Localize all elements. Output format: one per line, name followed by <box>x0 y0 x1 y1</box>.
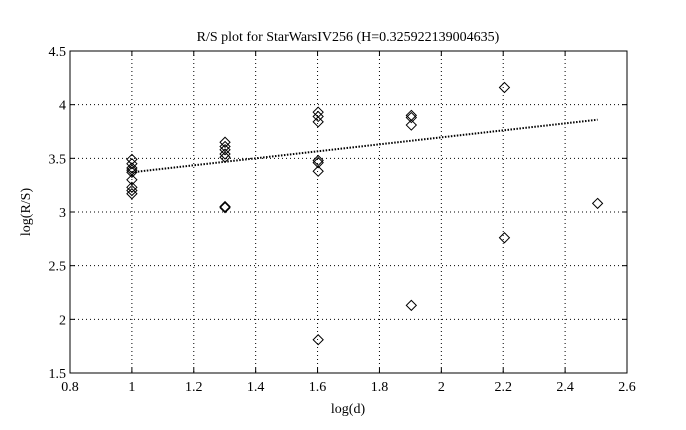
data-point <box>126 174 138 186</box>
data-point <box>219 200 231 213</box>
x-tick-label: 2 <box>438 380 445 395</box>
x-tick-label: 2.6 <box>618 380 636 395</box>
y-tick-label: 2.5 <box>49 260 67 275</box>
data-point <box>312 334 324 346</box>
x-axis-ticks: 0.8 1 1.2 1.4 1.6 1.8 2 2.2 2.4 2.6 <box>61 51 636 395</box>
data-point <box>219 148 231 160</box>
data-point <box>312 156 324 169</box>
data-point <box>312 110 324 123</box>
data-points <box>126 81 604 346</box>
data-point <box>219 144 231 156</box>
data-point <box>312 165 324 177</box>
x-tick-label: 1.2 <box>185 380 203 395</box>
x-axis-label: log(d) <box>331 402 366 417</box>
x-tick-label: 1.8 <box>371 380 389 395</box>
data-point <box>312 154 324 167</box>
x-tick-label: 0.8 <box>61 380 79 395</box>
y-axis-ticks: 1.5 2 2.5 3 3.5 4 4.5 <box>49 45 627 382</box>
y-axis-label: log(R/S) <box>19 188 34 237</box>
data-point <box>219 201 231 214</box>
y-tick-label: 3 <box>59 206 66 221</box>
y-tick-label: 1.5 <box>49 367 67 382</box>
data-point <box>126 181 138 194</box>
x-tick-label: 1.6 <box>309 380 327 395</box>
fit-line-group <box>131 118 598 174</box>
data-point <box>498 232 511 244</box>
x-tick-label: 2.4 <box>556 380 574 395</box>
data-point <box>591 197 604 210</box>
y-tick-label: 2 <box>59 313 66 328</box>
data-point <box>126 184 138 197</box>
x-tick-label: 1 <box>128 380 135 395</box>
data-point <box>312 116 324 128</box>
y-tick-label: 4 <box>59 99 66 114</box>
data-point <box>219 151 231 163</box>
y-tick-label: 3.5 <box>49 152 67 167</box>
x-tick-label: 2.2 <box>494 380 512 395</box>
grid-lines <box>70 51 627 373</box>
fit-line <box>131 118 598 174</box>
data-point <box>126 157 138 170</box>
y-tick-label: 4.5 <box>49 45 67 60</box>
data-point <box>126 153 138 166</box>
data-point <box>126 166 138 178</box>
data-point <box>126 162 138 174</box>
data-point <box>219 140 231 153</box>
data-point <box>405 111 418 124</box>
data-point <box>498 81 511 94</box>
data-point <box>126 188 138 200</box>
data-point <box>405 299 418 312</box>
data-point <box>405 119 418 131</box>
chart-title: R/S plot for StarWarsIV256 (H=0.32592213… <box>197 30 500 45</box>
x-tick-label: 1.4 <box>247 380 265 395</box>
data-point <box>219 136 231 148</box>
